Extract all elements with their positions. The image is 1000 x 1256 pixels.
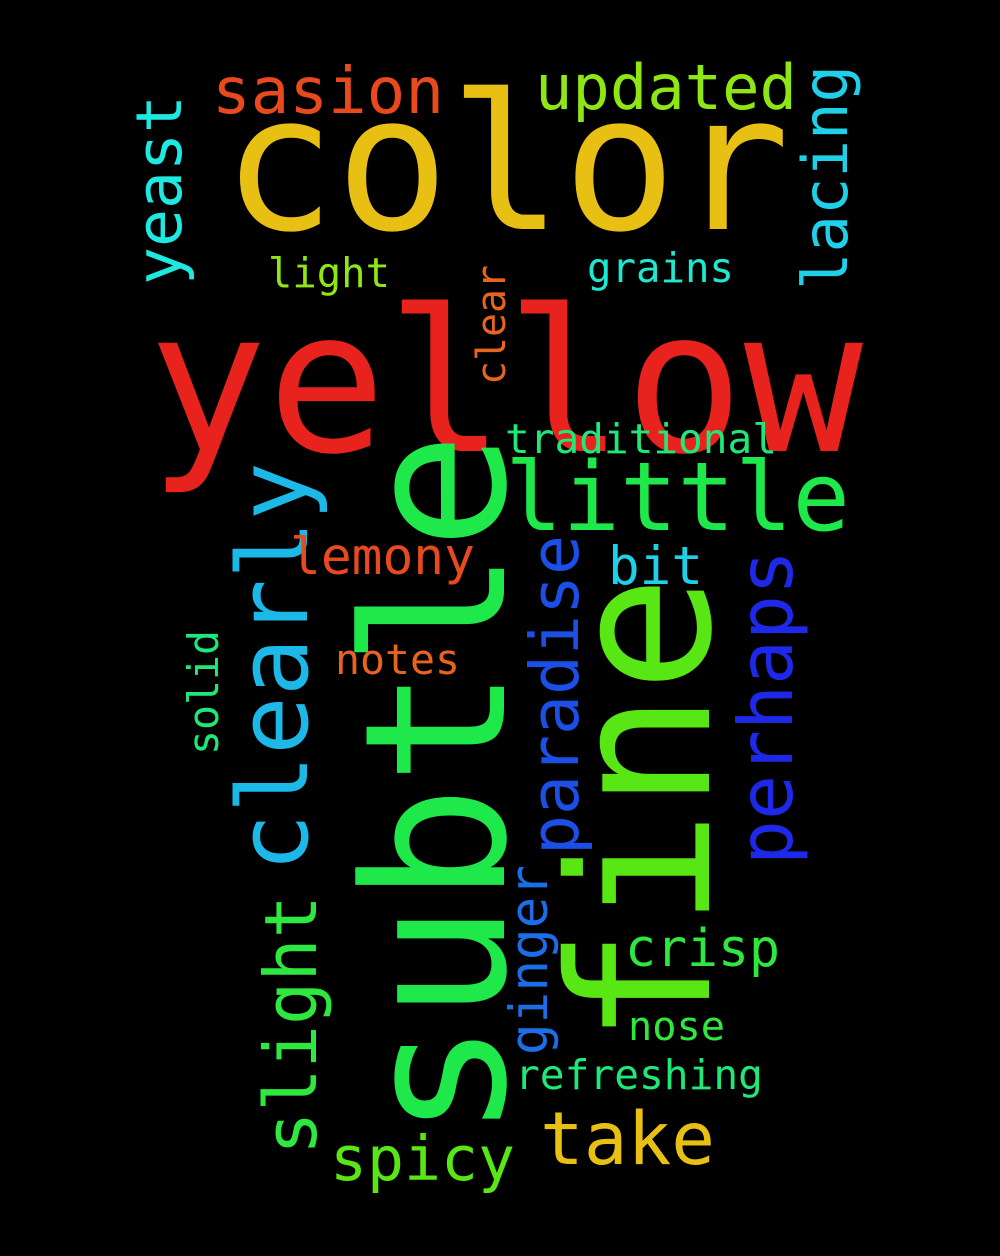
word-notes: notes [335,635,460,685]
word-clear: clear [468,265,515,385]
word-take: take [540,1097,715,1182]
word-paradise: paradise [515,535,594,855]
word-sasion: sasion [212,53,444,129]
word-lemony: lemony [290,526,475,587]
word-crisp: crisp [625,919,780,980]
word-solid: solid [179,630,229,755]
word-yellow: yellow [148,267,863,498]
word-slight: slight [248,895,333,1155]
word-grains: grains [587,243,734,292]
word-traditional: traditional [505,414,777,463]
word-nose: nose [628,1003,725,1050]
word-lacing: lacing [788,65,862,290]
word-spicy: spicy [330,1124,515,1196]
word-bit: bit [608,536,703,598]
word-little: little [505,440,850,553]
word-color: color [222,54,790,274]
word-light: light [268,248,390,297]
word-refreshing: refreshing [515,1051,763,1100]
word-perhaps: perhaps [723,550,811,865]
word-yeast: yeast [122,95,197,285]
word-updated: updated [535,50,797,124]
word-clearly: clearly [217,462,331,872]
word-ginger: ginger [498,865,560,1055]
